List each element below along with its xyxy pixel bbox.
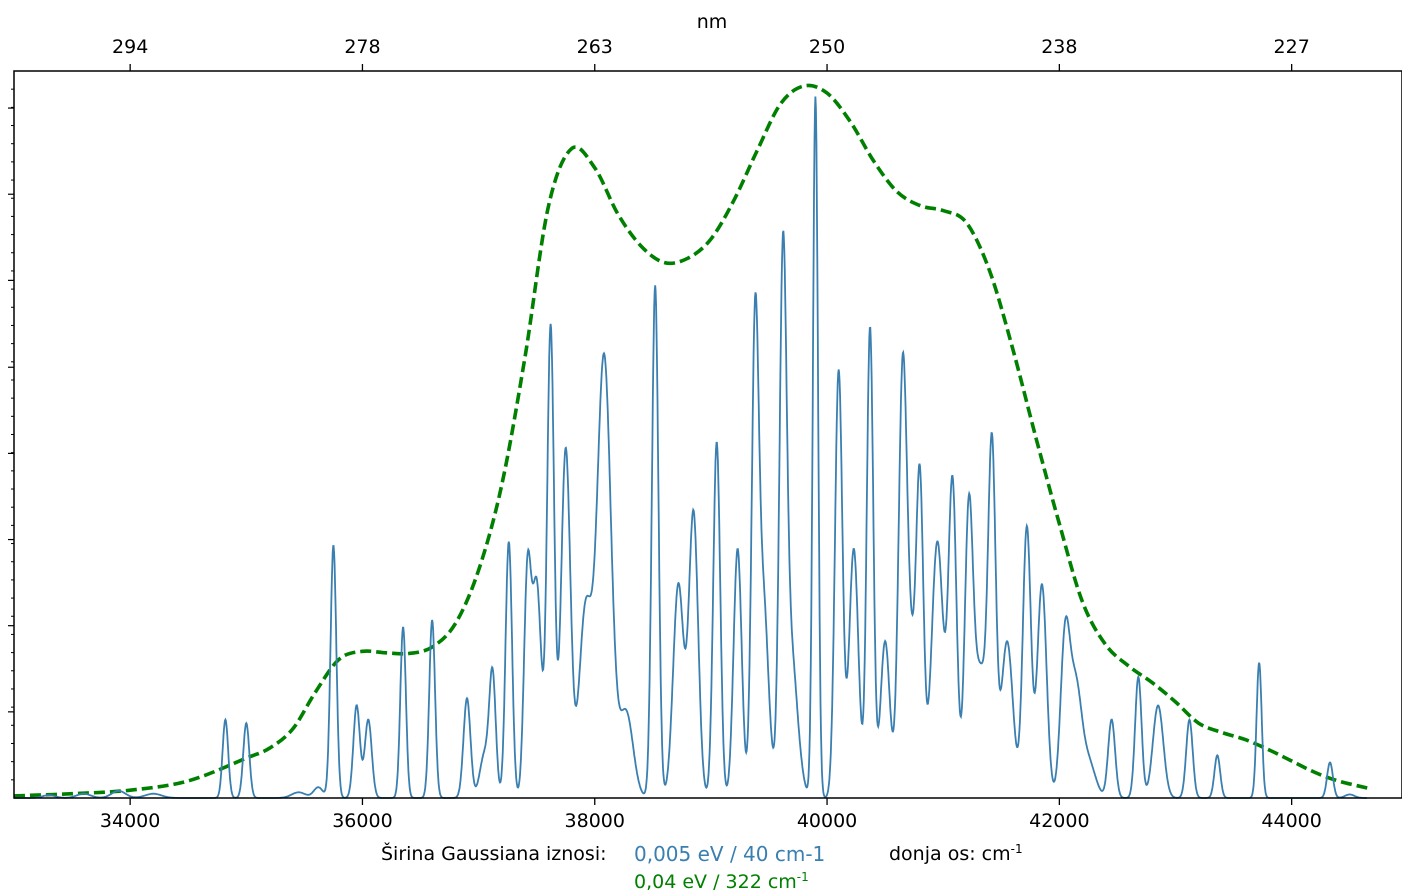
blue-series-line <box>14 96 1367 799</box>
top-axis-title: nm <box>697 11 728 33</box>
top-tick-label: 250 <box>809 36 845 58</box>
top-tick-label: 227 <box>1274 36 1310 58</box>
top-tick-label: 238 <box>1041 36 1077 58</box>
left-axis-minor-ticks <box>8 88 14 781</box>
green-width-label-text: 0,04 eV / 322 cm <box>634 871 797 893</box>
bottom-axis-unit-sup: -1 <box>1010 842 1023 856</box>
green-series-line <box>13 83 1368 798</box>
top-axis-ticks: 294 278 263 250 238 227 <box>112 36 1310 71</box>
top-tick-label: 263 <box>577 36 613 58</box>
bottom-axis-unit-text: donja os: cm <box>889 843 1011 865</box>
bottom-axis-unit: donja os: cm-1 <box>889 843 1023 865</box>
bottom-tick-label: 42000 <box>1029 810 1089 832</box>
bottom-tick-label: 40000 <box>797 810 857 832</box>
blue-width-label: 0,005 eV / 40 cm-1 <box>634 842 826 866</box>
green-width-label-sup: -1 <box>796 870 809 884</box>
bottom-tick-label: 34000 <box>100 810 160 832</box>
top-tick-label: 294 <box>112 36 148 58</box>
bottom-axis-ticks: 34000 36000 38000 40000 42000 44000 <box>100 798 1322 832</box>
plot-frame <box>13 70 1402 799</box>
gauss-width-caption: Širina Gaussiana iznosi: <box>381 843 607 865</box>
caption-prefix: Širina Gaussiana iznosi: <box>381 843 607 865</box>
bottom-tick-label: 44000 <box>1261 810 1321 832</box>
top-tick-label: 278 <box>344 36 380 58</box>
green-width-label: 0,04 eV / 322 cm-1 <box>634 871 809 893</box>
bottom-tick-label: 38000 <box>565 810 625 832</box>
bottom-tick-label: 36000 <box>332 810 392 832</box>
